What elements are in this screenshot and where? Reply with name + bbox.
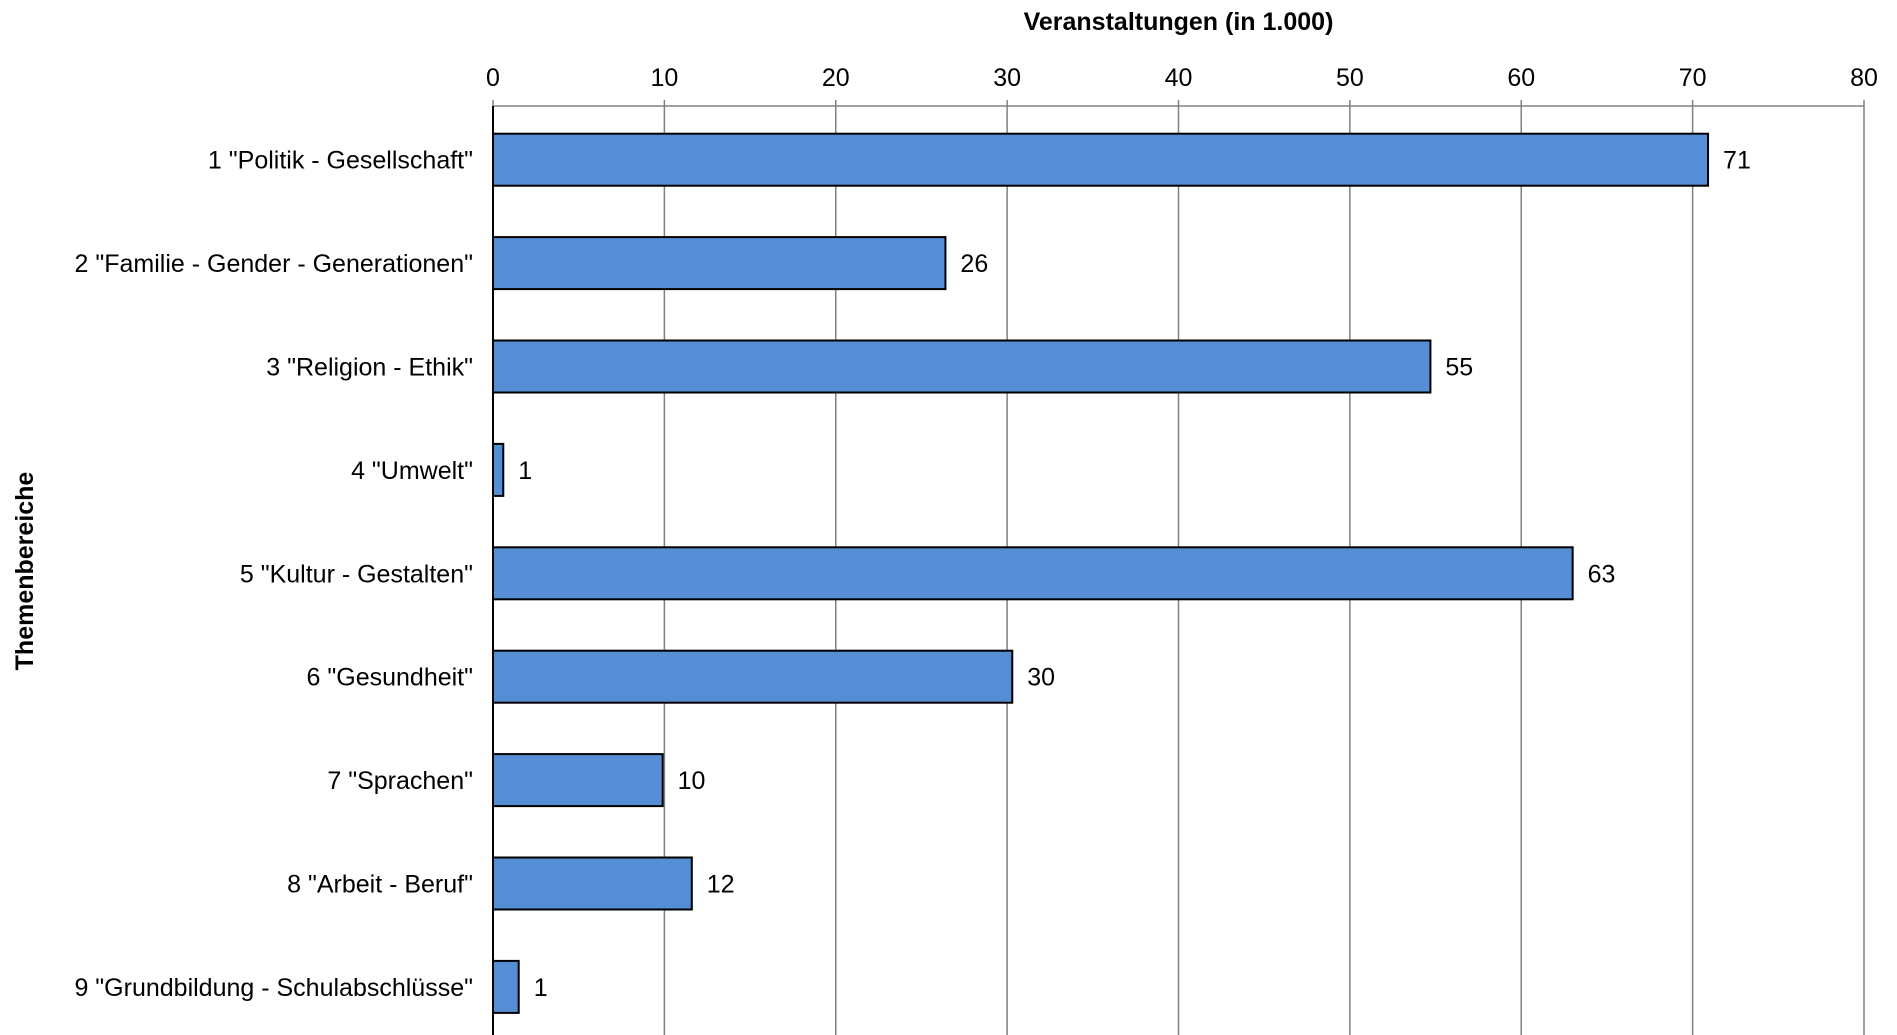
category-label: 4 "Umwelt" [351, 457, 473, 485]
bar [492, 959, 520, 1014]
x-tick-label: 50 [1336, 64, 1364, 92]
category-label: 1 "Politik - Gesellschaft" [208, 147, 473, 175]
data-label: 55 [1445, 354, 1473, 382]
x-tick-label: 30 [993, 64, 1021, 92]
x-tick-label: 60 [1507, 64, 1535, 92]
data-label: 1 [518, 457, 532, 485]
bar [492, 442, 505, 497]
axes [492, 100, 1865, 1035]
y-axis-title: Themenbereiche [11, 472, 39, 671]
x-tick-label: 80 [1850, 64, 1878, 92]
data-label: 63 [1588, 560, 1616, 588]
bar [492, 649, 1014, 704]
x-tick-label: 0 [486, 64, 500, 92]
category-label: 5 "Kultur - Gestalten" [240, 560, 473, 588]
x-tick-label: 10 [650, 64, 678, 92]
data-label: 26 [960, 250, 988, 278]
category-label: 8 "Arbeit - Beruf" [287, 871, 473, 899]
bar [492, 339, 1432, 394]
category-label: 2 "Familie - Gender - Generationen" [75, 250, 474, 278]
bar [492, 753, 664, 808]
bar [492, 132, 1710, 187]
bar [492, 856, 693, 911]
data-label: 1 [534, 974, 548, 1002]
category-label: 6 "Gesundheit" [307, 664, 473, 692]
category-label: 9 "Grundbildung - Schulabschlüsse" [74, 974, 473, 1002]
bar [492, 546, 1574, 601]
x-axis-title: Veranstaltungen (in 1.000) [1024, 8, 1334, 36]
x-tick-label: 20 [822, 64, 850, 92]
category-label: 3 "Religion - Ethik" [266, 354, 473, 382]
category-label: 7 "Sprachen" [327, 767, 473, 795]
data-label: 10 [678, 767, 706, 795]
data-label: 71 [1723, 147, 1751, 175]
data-label: 30 [1027, 664, 1055, 692]
data-label: 12 [707, 871, 735, 899]
bar [492, 236, 947, 291]
bars [492, 132, 1710, 1014]
x-tick-label: 70 [1679, 64, 1707, 92]
x-tick-label: 40 [1165, 64, 1193, 92]
labels: 0 10 20 30 40 50 60 70 80 1 "Politik - Gesellscha… [74, 64, 1877, 1002]
